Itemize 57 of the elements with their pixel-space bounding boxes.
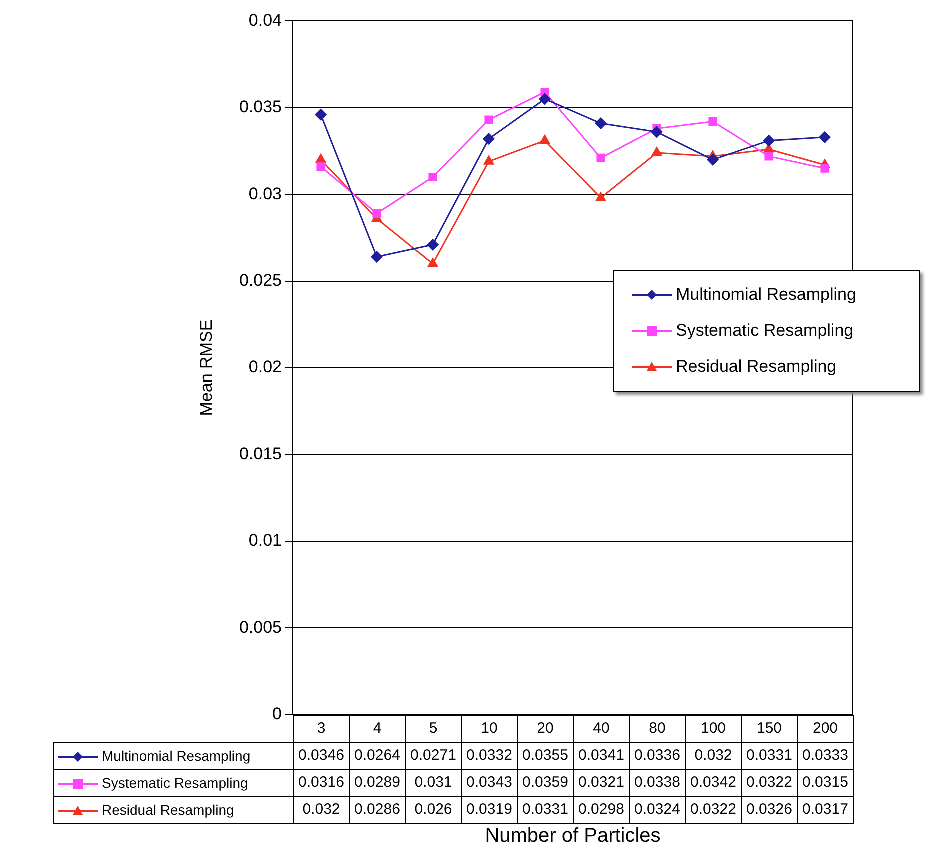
data-label: 0.0341 bbox=[574, 742, 630, 770]
y-tick-label: 0.005 bbox=[239, 618, 282, 637]
data-label: 0.0326 bbox=[742, 796, 798, 824]
y-tick-label: 0.03 bbox=[248, 184, 282, 204]
data-label: 0.0317 bbox=[798, 796, 854, 824]
y-tick-label: 0 bbox=[272, 704, 282, 724]
data-label: 0.0355 bbox=[518, 742, 574, 770]
data-label: 0.0298 bbox=[574, 796, 630, 824]
data-label: 0.032 bbox=[294, 796, 350, 824]
data-label: 0.0336 bbox=[630, 742, 686, 770]
data-label: 0.0315 bbox=[798, 769, 854, 796]
x-tick-label: 5 bbox=[406, 715, 462, 742]
data-label: 0.0331 bbox=[742, 742, 798, 770]
data-label: 0.0331 bbox=[518, 796, 574, 824]
data-label: 0.0342 bbox=[686, 769, 742, 796]
data-label: 0.0359 bbox=[518, 769, 574, 796]
x-axis-title: Number of Particles bbox=[484, 824, 662, 848]
y-tick-label: 0.015 bbox=[239, 444, 282, 464]
x-tick-label: 40 bbox=[574, 715, 630, 742]
y-tick-label: 0.025 bbox=[239, 270, 282, 290]
data-label: 0.0316 bbox=[294, 769, 350, 796]
y-tick-label: 0.04 bbox=[248, 10, 282, 30]
data-label: 0.0321 bbox=[574, 769, 630, 796]
data-label: 0.0332 bbox=[462, 742, 518, 770]
text: Residual Resampling bbox=[102, 802, 234, 818]
x-tick-label: 3 bbox=[294, 715, 350, 742]
y-tick-label: 0.01 bbox=[248, 531, 282, 550]
x-tick-label: 100 bbox=[686, 715, 742, 742]
text: Systematic Resampling bbox=[102, 774, 248, 791]
legend-label: Residual Resampling bbox=[676, 357, 837, 377]
x-tick-label: 20 bbox=[518, 715, 574, 742]
data-label: 0.031 bbox=[406, 769, 462, 796]
data-label: 0.0343 bbox=[462, 769, 518, 796]
x-tick-label: 10 bbox=[462, 715, 518, 742]
y-axis-title: Mean RMSE bbox=[196, 320, 216, 416]
text: Multinomial Resampling bbox=[102, 748, 251, 764]
data-label: 0.032 bbox=[686, 742, 742, 770]
x-tick-label: 150 bbox=[742, 715, 798, 742]
data-label: 0.0286 bbox=[350, 796, 406, 824]
legend-label: Multinomial Resampling bbox=[676, 285, 856, 305]
legend-label: Systematic Resampling bbox=[676, 321, 854, 341]
data-label: 0.0333 bbox=[798, 742, 854, 770]
data-label: 0.0289 bbox=[350, 769, 406, 796]
data-label: 0.0322 bbox=[686, 796, 742, 824]
data-label: 0.0338 bbox=[630, 769, 686, 796]
data-label: 0.0319 bbox=[462, 796, 518, 824]
data-label: 0.026 bbox=[406, 796, 462, 824]
x-tick-label: 200 bbox=[798, 715, 854, 742]
data-label: 0.0346 bbox=[294, 742, 350, 770]
x-tick-label: 80 bbox=[630, 715, 686, 742]
data-label: 0.0324 bbox=[630, 796, 686, 824]
x-tick-label: 4 bbox=[350, 715, 406, 742]
data-label: 0.0264 bbox=[350, 742, 406, 770]
data-label: 0.0271 bbox=[406, 742, 462, 770]
data-label: 0.0322 bbox=[742, 769, 798, 796]
y-tick-label: 0.02 bbox=[248, 358, 282, 377]
y-tick-label: 0.035 bbox=[239, 98, 282, 117]
